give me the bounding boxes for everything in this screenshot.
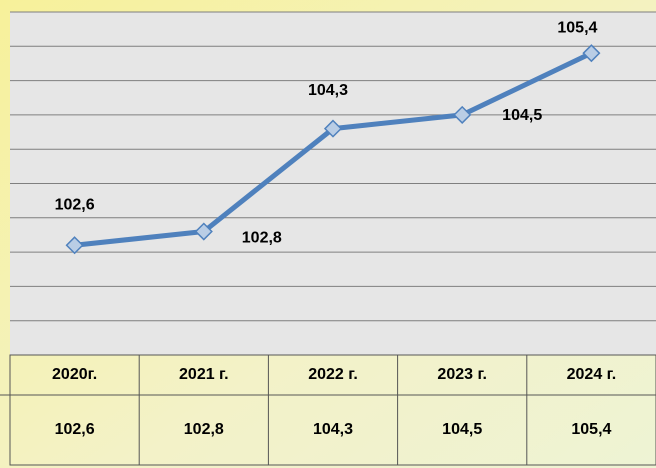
x-tick-label: 2021 г. <box>179 366 229 383</box>
table-value: 102,8 <box>184 421 224 438</box>
x-tick-label: 2022 г. <box>308 366 358 383</box>
table-value: 102,6 <box>55 421 95 438</box>
marker <box>194 222 213 241</box>
marker <box>323 119 343 138</box>
data-label: 105,4 <box>557 19 597 36</box>
x-tick-label: 2023 г. <box>437 366 487 383</box>
table-value: 104,3 <box>313 421 353 438</box>
marker <box>582 44 601 63</box>
data-label: 104,5 <box>502 107 542 124</box>
x-tick-label: 2020г. <box>52 366 97 383</box>
table-value: 105,4 <box>571 421 611 438</box>
marker <box>65 236 84 255</box>
data-label: 102,6 <box>55 196 95 213</box>
table-value: 104,5 <box>442 421 482 438</box>
x-tick-label: 2024 г. <box>567 366 617 383</box>
table-frame <box>9 354 656 466</box>
data-label: 102,8 <box>242 230 282 247</box>
marker <box>453 105 472 124</box>
data-label: 104,3 <box>308 82 348 99</box>
